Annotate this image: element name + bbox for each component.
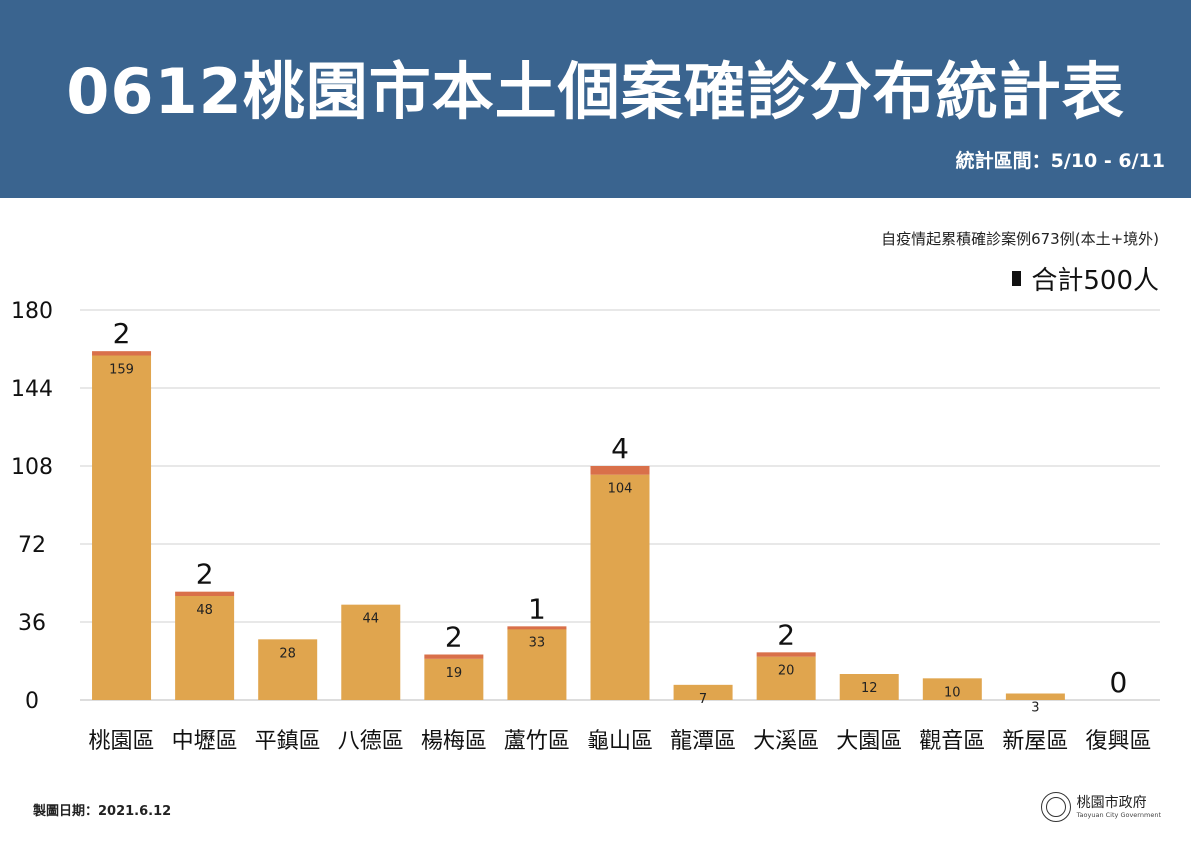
bar-segment-top	[590, 466, 650, 475]
x-category-label: 新屋區	[1002, 729, 1068, 754]
bar-value-label: 19	[446, 666, 463, 681]
bar-value-label: 3	[1031, 701, 1039, 716]
bar-segment-main	[341, 604, 401, 700]
bar-value-label: 48	[196, 603, 213, 618]
page-title: 0612桃園市本土個案確診分布統計表	[66, 55, 1125, 128]
x-category-label: 八德區	[338, 729, 404, 754]
chart-date: 製圖日期：2021.6.12	[33, 804, 172, 819]
total-legend: 合計500人	[1012, 260, 1159, 297]
bar-top-label: 2	[777, 618, 795, 651]
bar-top-label: 2	[445, 621, 463, 654]
bar-value-label: 28	[279, 646, 296, 661]
bar-top-label: 0	[1110, 666, 1128, 699]
bar-segment-main	[756, 656, 816, 700]
period-label: 統計區間：5/10 - 6/11	[955, 150, 1165, 172]
bar-segment-top	[92, 351, 152, 356]
bar-segment-main	[92, 355, 152, 700]
x-category-label: 楊梅區	[421, 729, 487, 754]
x-category-label: 蘆竹區	[504, 729, 570, 754]
y-tick-label: 36	[18, 611, 46, 636]
x-category-label: 大園區	[836, 729, 902, 754]
x-category-label: 觀音區	[919, 729, 985, 754]
gov-name: 桃園市政府	[1076, 794, 1147, 811]
cumulative-note: 自疫情起累積確診案例673例(本土+境外)	[881, 230, 1159, 248]
bar-segment-main	[1005, 693, 1065, 700]
gov-logo: 桃園市政府 Taoyuan City Government	[1040, 792, 1161, 822]
bar-segment-top	[175, 591, 235, 596]
y-tick-label: 0	[25, 689, 39, 714]
bar-value-label: 104	[608, 482, 633, 497]
y-tick-label: 72	[18, 533, 46, 558]
bar-value-label: 44	[362, 612, 379, 627]
bar-top-label: 4	[611, 432, 629, 465]
bar-segment-main	[590, 474, 650, 700]
legend-square-icon	[1012, 271, 1022, 286]
y-tick-label: 108	[11, 455, 53, 480]
bar-value-label: 12	[861, 681, 878, 696]
x-category-label: 龜山區	[587, 729, 653, 754]
bar-segment-main	[507, 628, 567, 700]
bar-top-label: 2	[196, 558, 214, 591]
x-category-label: 桃園區	[89, 729, 155, 754]
bar-segment-main	[922, 678, 982, 700]
bar-segment-main	[839, 674, 899, 700]
gov-english-name: Taoyuan City Government	[1076, 810, 1161, 819]
bar-value-label: 159	[109, 363, 134, 378]
bar-segment-top	[424, 654, 484, 659]
bar-value-label: 20	[778, 664, 795, 679]
bar-segment-top	[756, 652, 816, 657]
y-tick-label: 144	[11, 377, 53, 402]
header-banner: 0612桃園市本土個案確診分布統計表 統計區間：5/10 - 6/11	[0, 0, 1191, 198]
total-label: 合計500人	[1031, 266, 1159, 296]
bar-segment-main	[673, 684, 733, 700]
x-category-label: 龍潭區	[670, 729, 736, 754]
bar-value-label: 7	[699, 692, 707, 707]
x-category-label: 中壢區	[172, 729, 238, 754]
bar-segment-main	[175, 596, 235, 700]
bar-value-label: 33	[529, 636, 546, 651]
x-category-label: 大溪區	[753, 729, 819, 754]
bar-top-label: 2	[113, 317, 131, 350]
bar-top-label: 1	[528, 592, 546, 625]
bar-segment-top	[507, 626, 567, 630]
city-seal-icon	[1040, 792, 1071, 822]
bar-chart: 036721081441801592桃園區482中壢區28平鎮區44八德區192…	[11, 299, 1160, 754]
y-tick-label: 180	[11, 299, 53, 324]
bar-segment-main	[258, 639, 318, 700]
bar-segment-main	[424, 658, 484, 700]
x-category-label: 平鎮區	[255, 729, 321, 754]
bar-value-label: 10	[944, 685, 961, 700]
x-category-label: 復興區	[1085, 729, 1151, 754]
